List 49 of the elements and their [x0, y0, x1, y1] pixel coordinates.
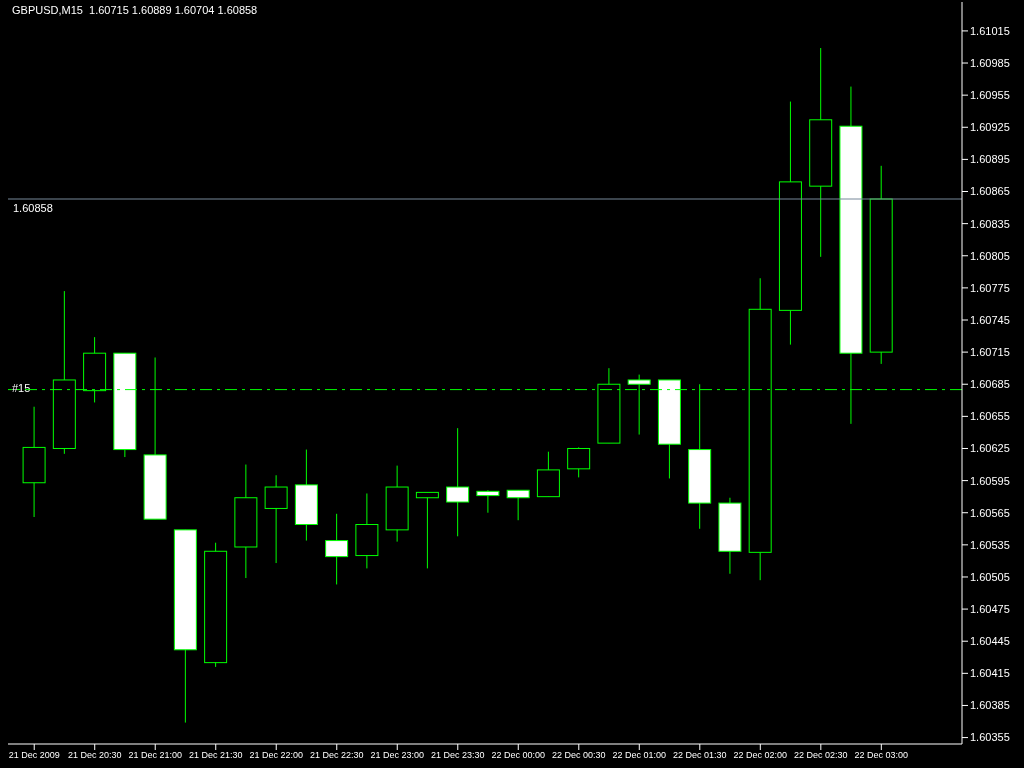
y-tick-label: 1.60835 [970, 217, 1010, 230]
x-tick-label: 21 Dec 21:00 [128, 750, 183, 761]
y-tick-label: 1.60445 [970, 635, 1010, 648]
x-tick-label: 21 Dec 22:30 [309, 750, 364, 761]
y-tick-label: 1.60805 [970, 249, 1010, 262]
y-tick-label: 1.60865 [970, 185, 1010, 198]
y-tick-label: 1.60385 [970, 699, 1010, 712]
candlestick [415, 491, 439, 569]
y-tick-label: 1.60415 [970, 667, 1010, 680]
candlestick [627, 374, 651, 436]
x-tick-label: 22 Dec 00:30 [552, 750, 606, 761]
y-tick-label: 1.60355 [970, 731, 1010, 744]
x-tick-label: 21 Dec 23:30 [431, 750, 485, 761]
y-tick-label: 1.60505 [970, 570, 1010, 583]
candlestick [506, 489, 530, 521]
y-tick-label: 1.61015 [970, 24, 1010, 37]
y-tick-label: 1.60625 [970, 442, 1010, 455]
y-tick-label: 1.60685 [970, 378, 1010, 391]
x-tick-label: 21 Dec 20:30 [67, 750, 122, 761]
y-tick-label: 1.60595 [970, 474, 1010, 487]
candlestick [476, 489, 500, 514]
x-tick-label: 22 Dec 03:00 [854, 750, 909, 761]
x-tick-label: 22 Dec 01:00 [612, 750, 667, 761]
x-tick-label: 21 Dec 2009 [8, 750, 60, 761]
y-tick-label: 1.60955 [970, 89, 1010, 102]
y-tick-label: 1.60565 [970, 506, 1010, 519]
y-tick-label: 1.60985 [970, 56, 1010, 69]
candlestick [325, 513, 349, 585]
y-tick-label: 1.60775 [970, 281, 1010, 294]
y-tick-label: 1.60895 [970, 153, 1010, 166]
candlestick [446, 427, 470, 537]
ref-line-label: 1.60858 [13, 201, 53, 214]
y-tick-label: 1.60535 [970, 538, 1010, 551]
candlestick [264, 474, 288, 564]
annotation: #15 [12, 382, 31, 394]
x-tick-label: 22 Dec 02:30 [794, 750, 848, 761]
x-tick-label: 21 Dec 22:00 [249, 750, 304, 761]
candlestick [567, 446, 591, 478]
y-tick-label: 1.60715 [970, 346, 1010, 359]
y-tick-label: 1.60655 [970, 410, 1010, 423]
x-tick-label: 22 Dec 00:00 [491, 750, 546, 761]
x-tick-label: 22 Dec 02:00 [733, 750, 788, 761]
x-tick-label: 21 Dec 23:00 [370, 750, 425, 761]
y-tick-label: 1.60745 [970, 313, 1010, 326]
chart-title: GBPUSD,M15 1.60715 1.60889 1.60704 1.60858 [12, 4, 258, 16]
y-tick-label: 1.60475 [970, 603, 1010, 615]
x-tick-label: 21 Dec 21:30 [188, 750, 243, 761]
x-tick-label: 22 Dec 01:30 [673, 750, 727, 761]
y-tick-label: 1.60925 [970, 121, 1010, 134]
